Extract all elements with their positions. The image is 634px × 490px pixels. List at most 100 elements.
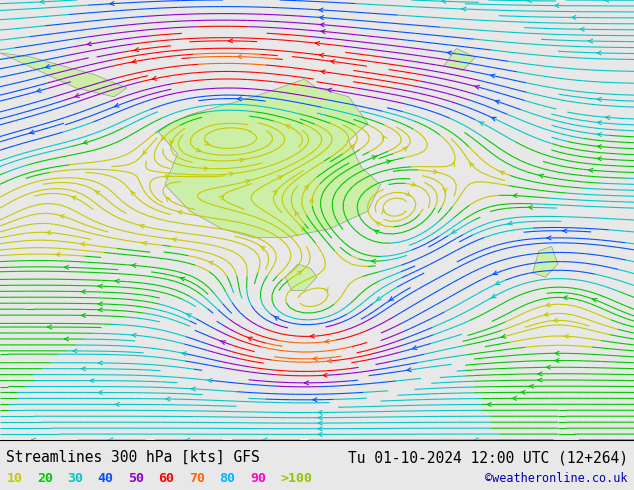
FancyArrowPatch shape: [495, 281, 500, 285]
FancyArrowPatch shape: [411, 182, 417, 186]
Polygon shape: [158, 79, 380, 238]
FancyArrowPatch shape: [304, 381, 309, 385]
FancyArrowPatch shape: [73, 349, 77, 353]
FancyArrowPatch shape: [37, 89, 41, 92]
FancyArrowPatch shape: [278, 176, 283, 179]
FancyArrowPatch shape: [115, 279, 119, 283]
FancyArrowPatch shape: [230, 172, 234, 176]
FancyArrowPatch shape: [521, 391, 525, 394]
FancyArrowPatch shape: [572, 16, 576, 20]
FancyArrowPatch shape: [178, 211, 183, 215]
FancyArrowPatch shape: [528, 205, 533, 209]
FancyArrowPatch shape: [597, 157, 602, 161]
FancyArrowPatch shape: [495, 100, 500, 104]
FancyArrowPatch shape: [315, 42, 320, 46]
FancyArrowPatch shape: [182, 352, 186, 356]
FancyArrowPatch shape: [166, 197, 171, 201]
FancyArrowPatch shape: [98, 308, 102, 312]
FancyArrowPatch shape: [56, 253, 60, 256]
FancyArrowPatch shape: [143, 150, 147, 155]
FancyArrowPatch shape: [114, 103, 119, 107]
FancyArrowPatch shape: [95, 191, 100, 195]
Polygon shape: [285, 264, 317, 291]
FancyArrowPatch shape: [263, 438, 267, 442]
FancyArrowPatch shape: [470, 162, 474, 167]
FancyArrowPatch shape: [191, 387, 195, 391]
FancyArrowPatch shape: [372, 156, 377, 159]
FancyArrowPatch shape: [320, 16, 323, 20]
FancyArrowPatch shape: [48, 325, 51, 329]
FancyArrowPatch shape: [547, 366, 550, 369]
FancyArrowPatch shape: [544, 312, 548, 316]
FancyArrowPatch shape: [372, 259, 376, 263]
FancyArrowPatch shape: [597, 133, 602, 137]
FancyArrowPatch shape: [87, 42, 91, 46]
FancyArrowPatch shape: [81, 367, 86, 371]
FancyArrowPatch shape: [318, 433, 322, 437]
FancyArrowPatch shape: [562, 229, 567, 233]
FancyArrowPatch shape: [406, 192, 411, 196]
FancyArrowPatch shape: [313, 398, 317, 402]
FancyArrowPatch shape: [538, 372, 542, 376]
FancyArrowPatch shape: [186, 314, 191, 318]
FancyArrowPatch shape: [297, 270, 302, 275]
FancyArrowPatch shape: [208, 379, 212, 383]
FancyArrowPatch shape: [219, 196, 223, 200]
FancyArrowPatch shape: [98, 302, 102, 306]
FancyArrowPatch shape: [143, 242, 147, 245]
FancyArrowPatch shape: [248, 337, 252, 341]
FancyArrowPatch shape: [555, 351, 559, 355]
FancyArrowPatch shape: [553, 318, 558, 322]
FancyArrowPatch shape: [318, 416, 322, 419]
FancyArrowPatch shape: [46, 231, 51, 235]
FancyArrowPatch shape: [132, 264, 136, 268]
FancyArrowPatch shape: [597, 145, 602, 148]
Text: Streamlines 300 hPa [kts] GFS: Streamlines 300 hPa [kts] GFS: [6, 450, 260, 465]
FancyArrowPatch shape: [180, 277, 185, 281]
FancyArrowPatch shape: [286, 125, 290, 128]
FancyArrowPatch shape: [330, 60, 335, 64]
FancyArrowPatch shape: [131, 191, 135, 196]
FancyArrowPatch shape: [172, 238, 177, 242]
Text: 10: 10: [6, 472, 22, 485]
FancyArrowPatch shape: [451, 229, 456, 233]
FancyArrowPatch shape: [132, 333, 136, 337]
FancyArrowPatch shape: [139, 224, 144, 228]
FancyArrowPatch shape: [186, 438, 190, 442]
FancyArrowPatch shape: [115, 402, 119, 406]
FancyArrowPatch shape: [443, 188, 447, 193]
FancyArrowPatch shape: [304, 185, 309, 190]
FancyArrowPatch shape: [318, 411, 322, 415]
FancyArrowPatch shape: [238, 55, 242, 59]
FancyArrowPatch shape: [487, 402, 491, 406]
FancyArrowPatch shape: [547, 236, 551, 240]
FancyArrowPatch shape: [327, 88, 332, 92]
FancyArrowPatch shape: [274, 317, 279, 320]
FancyArrowPatch shape: [323, 373, 327, 377]
FancyArrowPatch shape: [81, 242, 85, 246]
FancyArrowPatch shape: [527, 0, 531, 2]
Text: 40: 40: [98, 472, 113, 485]
Polygon shape: [533, 246, 558, 277]
FancyArrowPatch shape: [605, 0, 609, 2]
FancyArrowPatch shape: [152, 76, 157, 80]
FancyArrowPatch shape: [301, 226, 306, 231]
FancyArrowPatch shape: [325, 287, 328, 292]
FancyArrowPatch shape: [597, 98, 602, 101]
FancyArrowPatch shape: [491, 118, 496, 121]
FancyArrowPatch shape: [319, 8, 323, 12]
FancyArrowPatch shape: [500, 172, 505, 175]
FancyArrowPatch shape: [98, 391, 102, 394]
Text: 80: 80: [219, 472, 235, 485]
FancyArrowPatch shape: [374, 230, 379, 234]
FancyArrowPatch shape: [320, 23, 325, 27]
FancyArrowPatch shape: [30, 130, 34, 134]
FancyArrowPatch shape: [65, 266, 68, 270]
FancyArrowPatch shape: [320, 53, 324, 57]
Text: 60: 60: [158, 472, 174, 485]
FancyArrowPatch shape: [555, 359, 559, 363]
FancyArrowPatch shape: [588, 39, 593, 43]
FancyArrowPatch shape: [237, 97, 242, 101]
Polygon shape: [444, 49, 476, 71]
FancyArrowPatch shape: [321, 70, 325, 74]
